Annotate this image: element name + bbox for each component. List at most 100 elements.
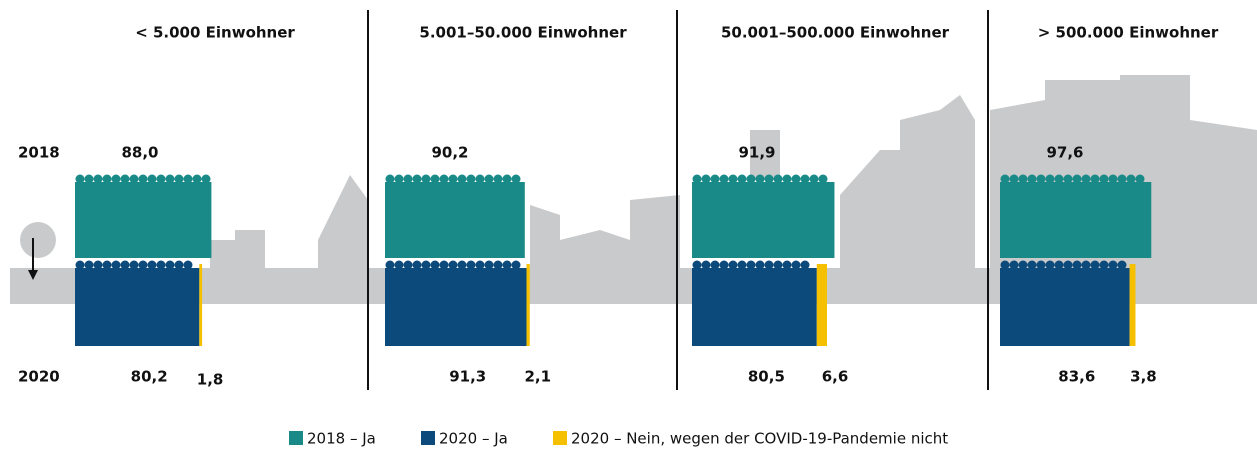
category-header: 50.001–500.000 Einwohner	[721, 24, 950, 42]
category-header: > 500.000 Einwohner	[1038, 24, 1219, 42]
bar-2018-ja	[75, 182, 212, 258]
legend-swatch	[289, 431, 303, 445]
head	[818, 174, 828, 184]
head	[728, 260, 738, 270]
head	[439, 174, 449, 184]
head	[701, 174, 711, 184]
value-label: 91,3	[449, 368, 486, 386]
row-label: 2020	[18, 368, 60, 386]
head	[102, 260, 112, 270]
bar-2020-nein	[816, 264, 828, 346]
head	[93, 260, 103, 270]
head	[1099, 174, 1109, 184]
value-label: 90,2	[431, 144, 468, 162]
head	[764, 174, 774, 184]
head	[1135, 174, 1145, 184]
bar-2020-nein	[199, 264, 203, 346]
head	[782, 174, 792, 184]
head	[466, 260, 476, 270]
head	[1108, 174, 1118, 184]
head	[1054, 260, 1064, 270]
legend-label: 2018 – Ja	[307, 430, 376, 448]
value-label: 80,5	[748, 368, 785, 386]
head	[192, 174, 202, 184]
head	[484, 260, 494, 270]
head	[692, 260, 702, 270]
head	[1009, 260, 1019, 270]
bar-2018-ja	[1000, 182, 1152, 258]
head	[1045, 174, 1055, 184]
head	[1072, 260, 1082, 270]
head	[1000, 174, 1010, 184]
head	[511, 174, 521, 184]
head	[403, 260, 413, 270]
value-label: 83,6	[1058, 368, 1095, 386]
head	[737, 174, 747, 184]
arrow	[28, 238, 38, 280]
bar-2020-ja	[385, 268, 527, 346]
value-label: 97,6	[1046, 144, 1083, 162]
head	[120, 260, 130, 270]
legend-swatch	[553, 431, 567, 445]
head	[475, 174, 485, 184]
head	[174, 174, 184, 184]
head	[129, 260, 139, 270]
head	[138, 260, 148, 270]
head	[1117, 174, 1127, 184]
head	[421, 260, 431, 270]
head	[93, 174, 103, 184]
bar-2020-nein	[1129, 264, 1136, 346]
value-label: 1,8	[197, 371, 224, 389]
bar-2020-ja	[1000, 268, 1130, 346]
head	[183, 174, 193, 184]
head	[147, 260, 157, 270]
head	[385, 174, 395, 184]
head	[484, 174, 494, 184]
head	[710, 260, 720, 270]
head	[493, 260, 503, 270]
head	[1081, 174, 1091, 184]
head	[701, 260, 711, 270]
head	[1081, 260, 1091, 270]
head	[448, 174, 458, 184]
head	[111, 260, 121, 270]
legend-label: 2020 – Ja	[439, 430, 508, 448]
head	[1126, 174, 1136, 184]
head	[511, 260, 521, 270]
head	[1117, 260, 1127, 270]
head	[1063, 174, 1073, 184]
head	[1108, 260, 1118, 270]
head	[782, 260, 792, 270]
head	[457, 174, 467, 184]
head	[755, 174, 765, 184]
bar-2020-nein	[526, 264, 530, 346]
head	[394, 260, 404, 270]
head	[800, 260, 810, 270]
head	[502, 174, 512, 184]
head	[1045, 260, 1055, 270]
head	[737, 260, 747, 270]
head	[1090, 174, 1100, 184]
bar-2018-ja	[385, 182, 525, 258]
legend-swatch	[421, 431, 435, 445]
head	[156, 174, 166, 184]
head	[502, 260, 512, 270]
head	[1054, 174, 1064, 184]
head	[466, 174, 476, 184]
head	[773, 174, 783, 184]
value-label: 80,2	[131, 368, 168, 386]
head	[448, 260, 458, 270]
head	[430, 174, 440, 184]
head	[84, 260, 94, 270]
head	[692, 174, 702, 184]
head	[439, 260, 449, 270]
head	[1018, 260, 1028, 270]
head	[84, 174, 94, 184]
head	[710, 174, 720, 184]
head	[809, 174, 819, 184]
head	[1000, 260, 1010, 270]
value-label: 88,0	[121, 144, 158, 162]
value-label: 3,8	[1130, 368, 1157, 386]
head	[183, 260, 193, 270]
value-label: 2,1	[524, 368, 551, 386]
